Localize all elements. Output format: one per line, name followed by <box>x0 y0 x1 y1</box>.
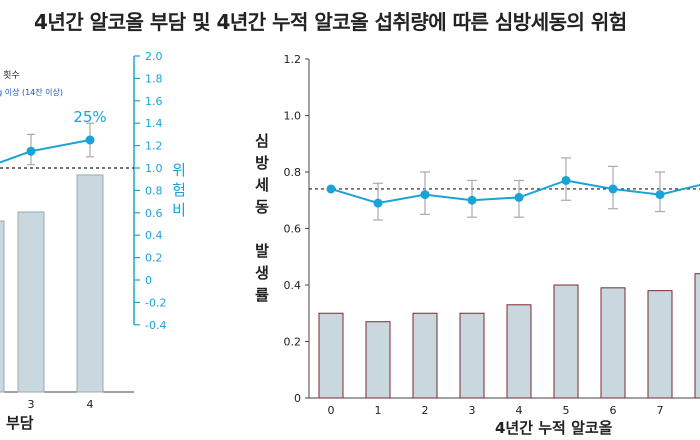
bar <box>76 174 104 393</box>
bar <box>600 287 626 399</box>
y-axis-label-char: 동 <box>255 198 269 216</box>
x-tick-label: 2 <box>422 404 429 417</box>
series-point <box>655 190 665 200</box>
bar <box>694 273 700 399</box>
right-axis-tick-label: 0.6 <box>145 207 163 220</box>
series-point <box>467 195 477 205</box>
series-point <box>561 175 571 185</box>
y-axis-tick-label: 0.2 <box>284 336 302 349</box>
y-axis-tick-label: 1.0 <box>284 110 302 123</box>
right-axis-tick-label: -0.2 <box>145 296 166 309</box>
series-point <box>608 184 618 194</box>
x-tick-label: 5 <box>563 404 570 417</box>
x-tick-label: 6 <box>610 404 617 417</box>
right-axis-tick-label: 0.8 <box>145 184 163 197</box>
annotation-label: 25% <box>73 108 106 126</box>
x-tick-label: 7 <box>657 404 664 417</box>
y-axis-label-char: 생 <box>255 264 269 282</box>
y-axis-tick-label: 0 <box>294 392 301 405</box>
page-title: 4년간 알코올 부담 및 4년간 누적 알코올 섭취량에 따른 심방세동의 위험 <box>34 10 627 34</box>
x-axis-label: 4년간 누적 알코올 <box>495 419 613 437</box>
right-axis-tick-label: 0.2 <box>145 252 163 265</box>
right-axis-label-char: 험 <box>172 181 186 199</box>
y-axis-tick-label: 0.8 <box>284 166 302 179</box>
right-axis-tick-label: 1.2 <box>145 140 163 153</box>
x-tick-label: 4 <box>87 398 94 411</box>
series-point <box>326 184 336 194</box>
y-axis-label-char: 발 <box>255 242 269 260</box>
right-axis-tick-label: 1.0 <box>145 162 163 175</box>
right-axis-tick-label: 1.6 <box>145 95 163 108</box>
x-tick-label: 3 <box>469 404 476 417</box>
bar-partial <box>0 220 5 393</box>
legend-entry: 한 횟수 <box>0 69 20 81</box>
bar <box>506 304 532 399</box>
y-axis-label-char: 률 <box>255 286 269 304</box>
x-tick-label: 1 <box>375 404 382 417</box>
right-axis-tick-label: 0.4 <box>145 229 163 242</box>
series-point <box>514 192 524 202</box>
right-axis-tick-label: -0.4 <box>145 319 166 332</box>
bar <box>459 312 485 399</box>
right-axis-label-char: 비 <box>172 201 186 219</box>
series-point <box>26 146 36 156</box>
bar <box>553 284 579 399</box>
series-point <box>85 135 95 145</box>
right-axis-tick-label: 2.0 <box>145 50 163 63</box>
y-axis-label-char: 세 <box>255 176 269 194</box>
x-tick-label: 0 <box>328 404 335 417</box>
x-axis-label: 부담 <box>6 414 34 432</box>
y-axis-label-char: 방 <box>255 154 269 172</box>
series-point <box>373 198 383 208</box>
y-axis-tick-label: 0.4 <box>284 279 302 292</box>
bar <box>17 211 45 393</box>
y-axis-tick-label: 0.6 <box>284 223 302 236</box>
legend-entry: 4g 이상 (14잔 이상) <box>0 87 63 97</box>
y-axis-label-char: 심 <box>255 132 269 150</box>
right-axis-label-char: 위 <box>172 161 186 179</box>
bar <box>365 321 391 399</box>
x-tick-label: 4 <box>516 404 523 417</box>
x-tick-label: 3 <box>28 398 35 411</box>
right-axis-tick-label: 1.8 <box>145 72 163 85</box>
right-axis-tick-label: 0 <box>145 274 152 287</box>
series-point <box>420 190 430 200</box>
bar <box>318 312 344 399</box>
right-axis-tick-label: 1.4 <box>145 117 163 130</box>
y-axis-tick-label: 1.2 <box>284 53 302 66</box>
series-line <box>0 139 91 164</box>
bar <box>412 312 438 399</box>
bar <box>647 290 673 399</box>
